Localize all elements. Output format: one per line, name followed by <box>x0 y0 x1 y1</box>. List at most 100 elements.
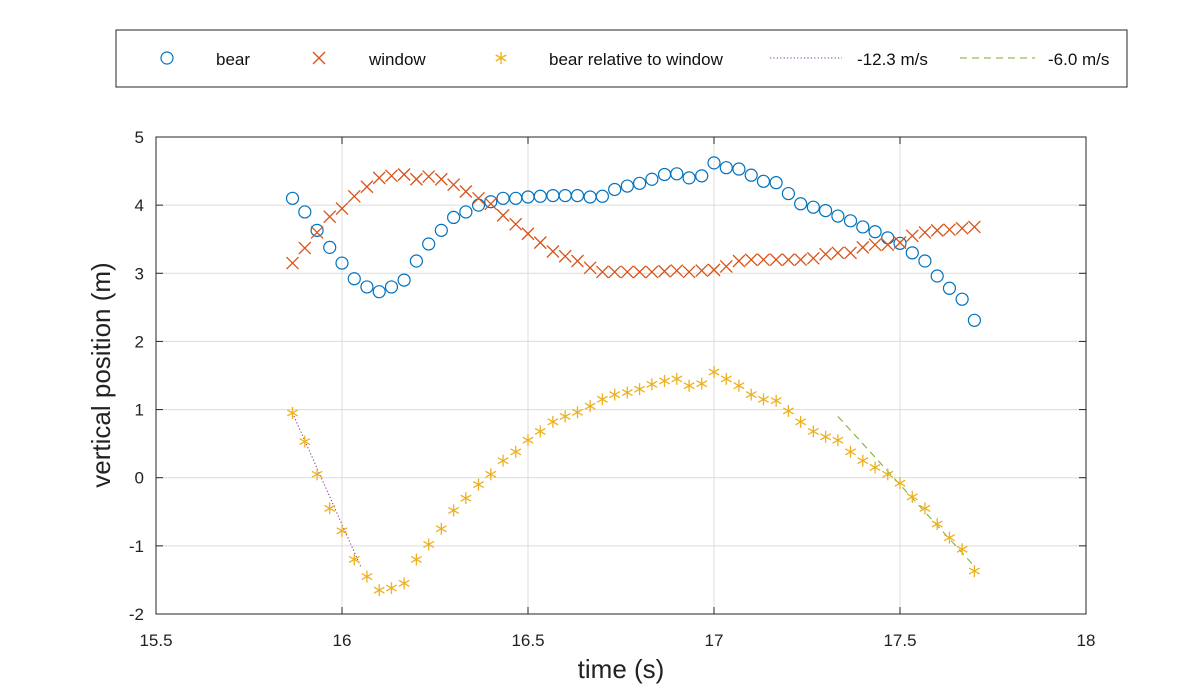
x-tick-label: 17 <box>705 631 724 650</box>
relative-point-stroke <box>385 584 398 592</box>
relative-point-stroke <box>906 493 918 501</box>
window-point <box>744 253 758 267</box>
window-point-stroke <box>732 254 746 268</box>
window-point-stroke <box>335 202 349 216</box>
window-point <box>397 168 411 181</box>
window-point-stroke <box>372 171 386 185</box>
legend-symbol-relative <box>495 52 507 64</box>
relative-point <box>522 434 534 447</box>
plot-frame <box>155 136 1087 615</box>
window-point <box>658 264 671 278</box>
window-point-stroke <box>310 225 324 239</box>
window-point <box>372 171 386 185</box>
bear-point <box>942 281 957 295</box>
window-point-stroke <box>819 247 833 261</box>
relative-point-stroke <box>596 395 608 403</box>
relative-point <box>448 504 460 517</box>
plot-background <box>156 137 1086 614</box>
x-axis-label: time (s) <box>578 654 665 684</box>
legend-symbol-window-stroke <box>312 51 326 65</box>
bear-point <box>285 191 300 205</box>
bear-point <box>384 280 399 294</box>
relative-point-stroke <box>547 418 559 426</box>
x-tick-label: 18 <box>1077 631 1096 650</box>
relative-point-stroke <box>348 555 360 564</box>
relative-point-stroke <box>571 408 584 416</box>
window-point-stroke <box>496 208 510 222</box>
x-tick-label: 16.5 <box>511 631 544 650</box>
data-marks <box>285 156 982 597</box>
relative-point-stroke <box>460 494 472 502</box>
window-point-stroke <box>670 264 684 278</box>
relative-point <box>621 386 633 399</box>
window-point-stroke <box>360 180 374 194</box>
relative-point <box>348 553 360 566</box>
window-point <box>409 172 423 186</box>
relative-point-stroke <box>820 433 832 441</box>
relative-point-stroke <box>857 457 869 465</box>
window-point <box>558 249 572 263</box>
x-tick-label: 16 <box>333 631 352 650</box>
window-point <box>930 223 944 237</box>
relative-point-stroke <box>435 525 447 533</box>
relative-point-stroke <box>324 504 336 512</box>
bear-point <box>818 203 833 218</box>
window-point-stroke <box>347 189 361 203</box>
bear-point <box>930 269 944 283</box>
relative-point-stroke <box>844 448 857 456</box>
window-point-stroke <box>583 261 597 275</box>
window-point-stroke <box>856 240 870 254</box>
relative-point-stroke <box>609 391 621 399</box>
window-point <box>943 223 956 237</box>
window-point-stroke <box>484 197 498 211</box>
window-point <box>595 265 609 279</box>
bear-point <box>608 182 622 197</box>
window-point-stroke <box>707 263 721 277</box>
window-point <box>434 172 448 186</box>
window-point-stroke <box>459 185 473 198</box>
relative-point <box>720 372 732 385</box>
window-point-stroke <box>422 170 436 183</box>
window-point <box>967 220 981 234</box>
bear-point <box>756 174 771 188</box>
bear-point <box>670 167 684 181</box>
relative-point <box>919 502 931 515</box>
relative-point <box>534 425 546 438</box>
bear-point <box>347 272 361 286</box>
relative-point <box>373 584 385 597</box>
window-point <box>670 264 684 278</box>
bear-point <box>695 169 709 183</box>
window-point-stroke <box>943 223 956 237</box>
relative-point <box>286 406 299 419</box>
relative-point <box>869 461 881 474</box>
window-point <box>546 245 560 258</box>
y-tick-label: -1 <box>129 537 144 556</box>
window-point-stroke <box>955 221 969 235</box>
bear-point <box>794 197 808 211</box>
relative-point <box>882 468 894 481</box>
bear-point <box>372 285 386 299</box>
relative-point <box>596 393 608 406</box>
window-point <box>323 210 337 224</box>
window-point-stroke <box>967 220 981 234</box>
window-point <box>856 240 870 254</box>
relative-point <box>696 377 708 390</box>
relative-point-stroke <box>634 385 646 393</box>
legend-symbol-bear <box>160 51 174 65</box>
window-point-stroke <box>868 238 882 252</box>
window-point <box>682 265 696 279</box>
window-point <box>868 238 882 252</box>
relative-point-stroke <box>807 427 819 435</box>
relative-point-stroke <box>931 520 943 528</box>
relative-point <box>807 425 819 438</box>
relative-point-stroke <box>621 388 633 397</box>
relative-point <box>324 502 336 515</box>
y-tick-label: 1 <box>135 401 144 420</box>
relative-point <box>844 445 857 458</box>
bear-point <box>310 223 324 237</box>
relative-point <box>460 492 472 505</box>
bear-point <box>744 168 758 182</box>
relative-point <box>497 454 509 467</box>
bear-point <box>484 195 498 209</box>
window-point-stroke <box>286 256 299 270</box>
